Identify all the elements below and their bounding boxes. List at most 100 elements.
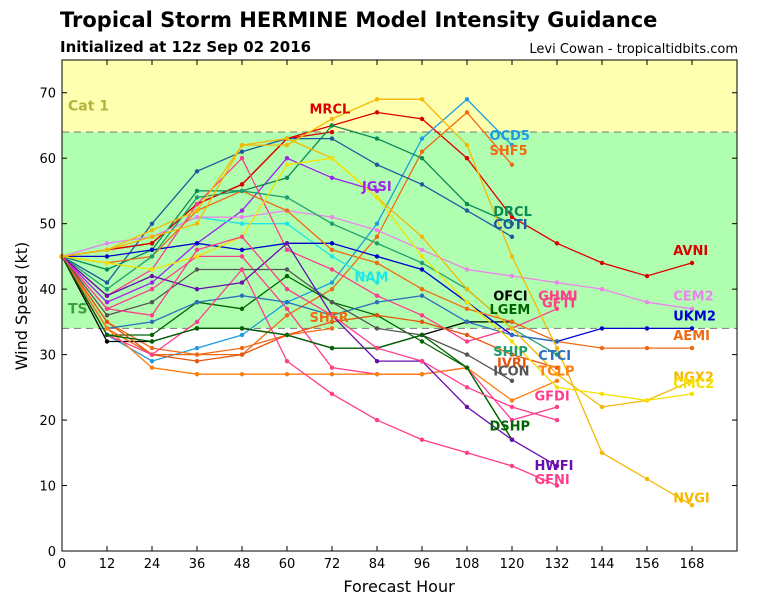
series-point-icon bbox=[284, 267, 290, 272]
series-point-cmc2 bbox=[644, 398, 650, 403]
plot-frame bbox=[61, 59, 738, 552]
series-point-coti bbox=[239, 149, 245, 154]
x-tick-label: 144 bbox=[590, 557, 615, 572]
series-point-nvgi bbox=[149, 228, 155, 233]
series-point-dshp bbox=[104, 332, 110, 338]
series-point-nvgi bbox=[374, 97, 380, 102]
series-point-drcl bbox=[329, 123, 335, 128]
series-point-ukm2 bbox=[374, 254, 380, 259]
series-point-shf5 bbox=[374, 234, 380, 239]
series-point-nam bbox=[284, 221, 290, 226]
series-point-icon bbox=[149, 300, 155, 305]
series-point-tclp bbox=[329, 372, 335, 377]
series-point-ukm2 bbox=[329, 241, 335, 246]
series-point-dshp bbox=[239, 326, 245, 331]
series-point-shf5 bbox=[419, 149, 425, 154]
series-label-dshp: DSHP bbox=[490, 420, 531, 435]
series-point-drcl bbox=[509, 221, 515, 226]
series-point-ship bbox=[194, 195, 200, 200]
series-label-coti: COTI bbox=[493, 218, 527, 233]
series-lines bbox=[59, 97, 695, 508]
y-tick-label: 70 bbox=[39, 87, 56, 102]
series-point-drcl bbox=[104, 267, 110, 272]
series-point-aemi bbox=[374, 260, 380, 266]
series-point-ngx2 bbox=[149, 234, 155, 239]
series-point-gfdi bbox=[419, 437, 425, 442]
series-point-ship bbox=[374, 241, 380, 246]
series-point-ngx2 bbox=[689, 378, 695, 383]
series-point-jgsi bbox=[374, 188, 380, 194]
series-point-coti bbox=[149, 221, 155, 226]
series-point-ngx2 bbox=[554, 372, 560, 377]
series-point-avni bbox=[509, 214, 515, 220]
series-point-ofci bbox=[104, 339, 110, 344]
series-label-ship: SHIP bbox=[493, 345, 528, 360]
series-point-coti bbox=[194, 169, 200, 174]
series-point-gfni bbox=[554, 417, 560, 423]
series-label-cem2: CEM2 bbox=[673, 289, 713, 304]
series-point-tclp bbox=[554, 378, 560, 383]
series-line-ghmi bbox=[61, 157, 558, 343]
axes: 0 12 24 36 48 60 72 84 96 108 120 132 144 156 168 0 10 20… bbox=[39, 59, 738, 572]
series-label-ctci: CTCI bbox=[538, 349, 571, 364]
series-point-cmc2 bbox=[374, 195, 380, 200]
series-point-avni bbox=[464, 156, 470, 161]
series-line-gfni bbox=[61, 236, 558, 421]
x-tick-label: 96 bbox=[414, 557, 431, 572]
series-point-gfdi bbox=[194, 319, 200, 325]
series-label-mrcl: MRCL bbox=[310, 103, 351, 118]
series-point-aemi bbox=[329, 247, 335, 253]
series-point-cem2 bbox=[419, 247, 425, 253]
series-label-shf5: SHF5 bbox=[490, 144, 528, 159]
series-point-gfni bbox=[419, 358, 425, 364]
series-point-shfr bbox=[239, 345, 245, 351]
series-point-ngx2 bbox=[599, 404, 605, 410]
series-point-drcl bbox=[374, 136, 380, 141]
series-label-icon: ICON bbox=[493, 365, 529, 380]
series-point-ukm2 bbox=[149, 247, 155, 253]
series-point-hwfi bbox=[284, 241, 290, 246]
series-point-cem2 bbox=[374, 228, 380, 233]
series-point-icon bbox=[329, 300, 335, 305]
series-point-ctci bbox=[509, 332, 515, 338]
series-point-nvgi bbox=[284, 142, 290, 148]
series-point-tclp bbox=[194, 372, 200, 377]
series-label-tclp: TCLP bbox=[538, 365, 574, 380]
series-point-gfni bbox=[329, 313, 335, 318]
series-label-gfni: GFNI bbox=[535, 473, 570, 488]
series-point-hwfi bbox=[104, 293, 110, 298]
series-point-nvgi bbox=[419, 97, 425, 102]
x-tick-label: 36 bbox=[189, 557, 206, 572]
series-line-ctci bbox=[61, 256, 558, 343]
series-point-cmc2 bbox=[464, 300, 470, 305]
series-label-nvgi: NVGI bbox=[673, 492, 709, 507]
series-point-drcl bbox=[194, 188, 200, 194]
series-point-gfdi bbox=[239, 267, 245, 272]
series-point-nam bbox=[239, 221, 245, 226]
series-point-cem2 bbox=[104, 241, 110, 246]
series-label-ghmi: GHMI bbox=[538, 289, 577, 304]
x-tick-label: 48 bbox=[234, 557, 251, 572]
series-point-gfni bbox=[194, 247, 200, 253]
series-point-aemi bbox=[599, 345, 605, 351]
x-tick-label: 108 bbox=[455, 557, 480, 572]
series-point-cem2 bbox=[644, 300, 650, 305]
series-point-ocd5 bbox=[374, 221, 380, 226]
series-point-aemi bbox=[644, 345, 650, 351]
series-point-cmc2 bbox=[194, 254, 200, 259]
series-point-ivri bbox=[239, 352, 245, 357]
series-point-gfni bbox=[464, 385, 470, 390]
series-point-tclp bbox=[149, 365, 155, 370]
series-point-shf5 bbox=[149, 345, 155, 351]
series-point-nvgi bbox=[239, 142, 245, 148]
series-point-ghmi bbox=[239, 156, 245, 161]
series-point-ghmi bbox=[194, 201, 200, 207]
series-point-ivri bbox=[329, 319, 335, 325]
series-point-icon bbox=[374, 326, 380, 331]
series-point-drcl bbox=[419, 156, 425, 161]
series-point-cmc2 bbox=[599, 391, 605, 397]
series-label-cmc2: CMC2 bbox=[673, 377, 714, 392]
series-point-aemi bbox=[419, 286, 425, 292]
series-point-hwfi bbox=[374, 358, 380, 364]
series-point-ngx2 bbox=[464, 286, 470, 292]
